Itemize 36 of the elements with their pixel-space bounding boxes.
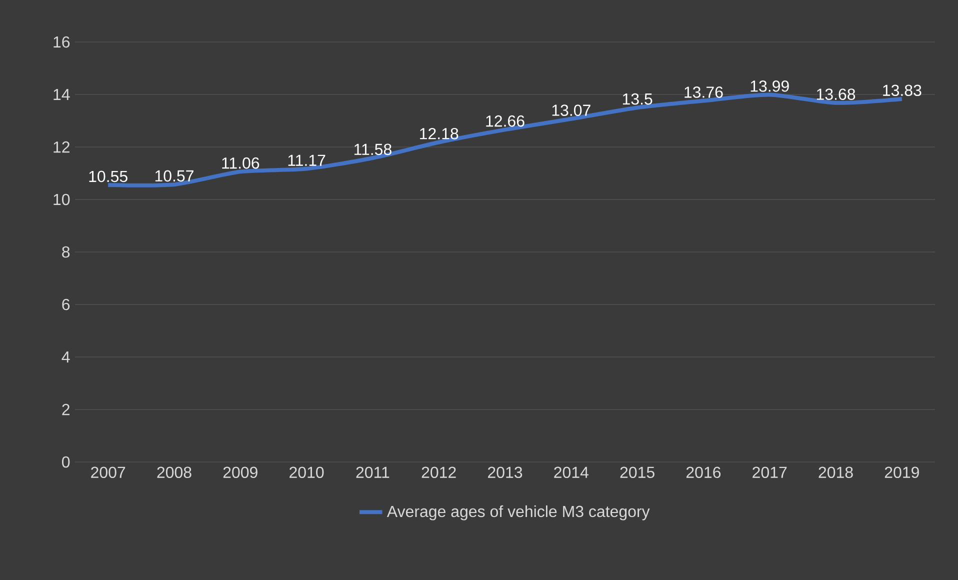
x-tick-label: 2007 (91, 466, 126, 478)
x-tick-label: 2019 (884, 466, 919, 478)
x-tick-label: 2014 (554, 466, 588, 478)
data-label: 12.66 (486, 115, 524, 127)
x-tick-label: 2013 (488, 466, 522, 478)
x-tick-label: 2017 (752, 466, 787, 478)
y-tick-label: 0 (62, 456, 70, 468)
x-tick-label: 2016 (686, 466, 721, 478)
data-label: 13.5 (622, 93, 652, 105)
data-label: 10.55 (89, 170, 128, 182)
y-tick-label: 8 (62, 246, 70, 258)
x-tick-label: 2010 (290, 466, 324, 478)
y-tick-label: 14 (54, 88, 70, 100)
data-label: 10.57 (155, 170, 194, 182)
y-tick-label: 2 (62, 404, 70, 416)
data-label: 11.06 (222, 157, 260, 169)
y-tick-label: 6 (62, 298, 70, 310)
data-label: 12.18 (420, 128, 458, 140)
x-tick-label: 2011 (356, 466, 390, 478)
x-tick-label: 2008 (157, 466, 192, 478)
data-label: 11.58 (354, 144, 392, 156)
data-label: 11.17 (288, 154, 326, 166)
y-tick-label: 4 (62, 351, 70, 362)
data-label: 13.83 (883, 84, 922, 96)
x-tick-label: 2015 (620, 466, 654, 478)
y-tick-label: 16 (54, 36, 70, 48)
legend-label: Average ages of vehicle M3 category (386, 505, 650, 520)
data-label: 13.07 (552, 104, 590, 116)
data-label: 13.68 (816, 88, 856, 100)
x-tick-label: 2012 (422, 466, 456, 478)
y-tick-label: 10 (54, 194, 70, 206)
data-label: 13.99 (750, 80, 789, 92)
x-tick-label: 2009 (223, 466, 258, 478)
data-label: 13.76 (684, 86, 723, 98)
y-tick-label: 12 (54, 141, 70, 153)
x-tick-label: 2018 (818, 466, 853, 478)
